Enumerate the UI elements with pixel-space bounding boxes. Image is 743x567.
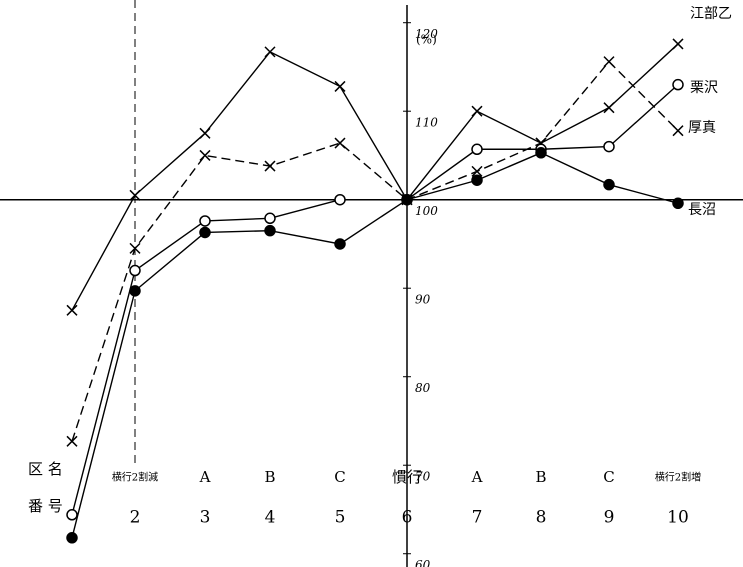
y-unit: (%) <box>416 33 437 47</box>
marker <box>334 137 346 149</box>
y-tick-label: 60 <box>415 558 431 567</box>
x-tick-label: A <box>471 468 483 486</box>
y-tick-label: 70 <box>415 470 431 484</box>
x-number-label: 9 <box>604 508 615 528</box>
x-tick-label: 慣行 <box>392 468 422 486</box>
marker <box>129 189 141 201</box>
x-number-label: 5 <box>335 508 346 528</box>
x-tick-label: 横行2割増 <box>655 471 701 484</box>
marker <box>334 193 346 206</box>
marker <box>129 242 141 254</box>
marker <box>334 80 346 92</box>
y-tick-label: 90 <box>415 293 431 307</box>
marker <box>535 147 547 159</box>
marker <box>199 149 211 161</box>
series-line <box>71 84 679 515</box>
marker <box>66 304 78 316</box>
x-tick-label: C <box>603 468 614 486</box>
marker <box>471 143 483 156</box>
series-line <box>71 60 679 442</box>
marker <box>471 165 483 177</box>
marker <box>334 238 346 250</box>
marker <box>471 105 483 117</box>
y-tick-label: 120 <box>415 27 438 41</box>
y-tick-label: 80 <box>415 381 431 395</box>
series-line <box>71 152 679 538</box>
marker <box>603 178 615 191</box>
marker <box>129 285 141 297</box>
y-tick-label: 110 <box>415 116 438 130</box>
marker <box>603 56 615 68</box>
marker <box>66 509 78 521</box>
row-label: 番 号 <box>28 497 63 515</box>
marker <box>199 127 211 139</box>
marker <box>264 212 276 225</box>
marker <box>264 46 276 58</box>
marker <box>672 38 684 50</box>
marker <box>264 224 276 237</box>
x-tick-label: 横行2割減 <box>112 471 158 484</box>
marker <box>672 197 684 209</box>
x-number-label: 10 <box>667 508 689 528</box>
x-tick-label: B <box>535 468 546 486</box>
marker <box>603 140 615 153</box>
x-tick-label: B <box>264 468 275 486</box>
marker <box>66 435 78 447</box>
series-line <box>71 43 679 311</box>
series-label: 長沼 <box>688 202 716 218</box>
x-number-label: 8 <box>536 508 547 528</box>
marker <box>66 532 78 544</box>
marker <box>199 215 211 227</box>
x-number-label: 4 <box>265 508 276 528</box>
x-tick-label: A <box>199 468 211 486</box>
series-label: 栗沢 <box>690 80 718 96</box>
marker <box>199 226 211 239</box>
marker <box>129 264 141 277</box>
marker <box>672 78 684 91</box>
marker <box>401 193 413 206</box>
row-label: 区 名 <box>28 460 63 478</box>
series-label: 江部乙 <box>690 6 732 22</box>
x-number-label: 7 <box>472 508 483 528</box>
y-tick-label: 100 <box>415 204 438 218</box>
x-number-label: 2 <box>130 508 141 528</box>
marker <box>603 102 615 114</box>
marker <box>672 125 684 137</box>
x-number-label: 3 <box>200 508 211 528</box>
marker <box>471 174 483 186</box>
x-tick-label: C <box>334 468 345 486</box>
x-number-label: 6 <box>402 508 413 528</box>
marker <box>264 160 276 172</box>
series-label: 厚真 <box>688 120 716 136</box>
